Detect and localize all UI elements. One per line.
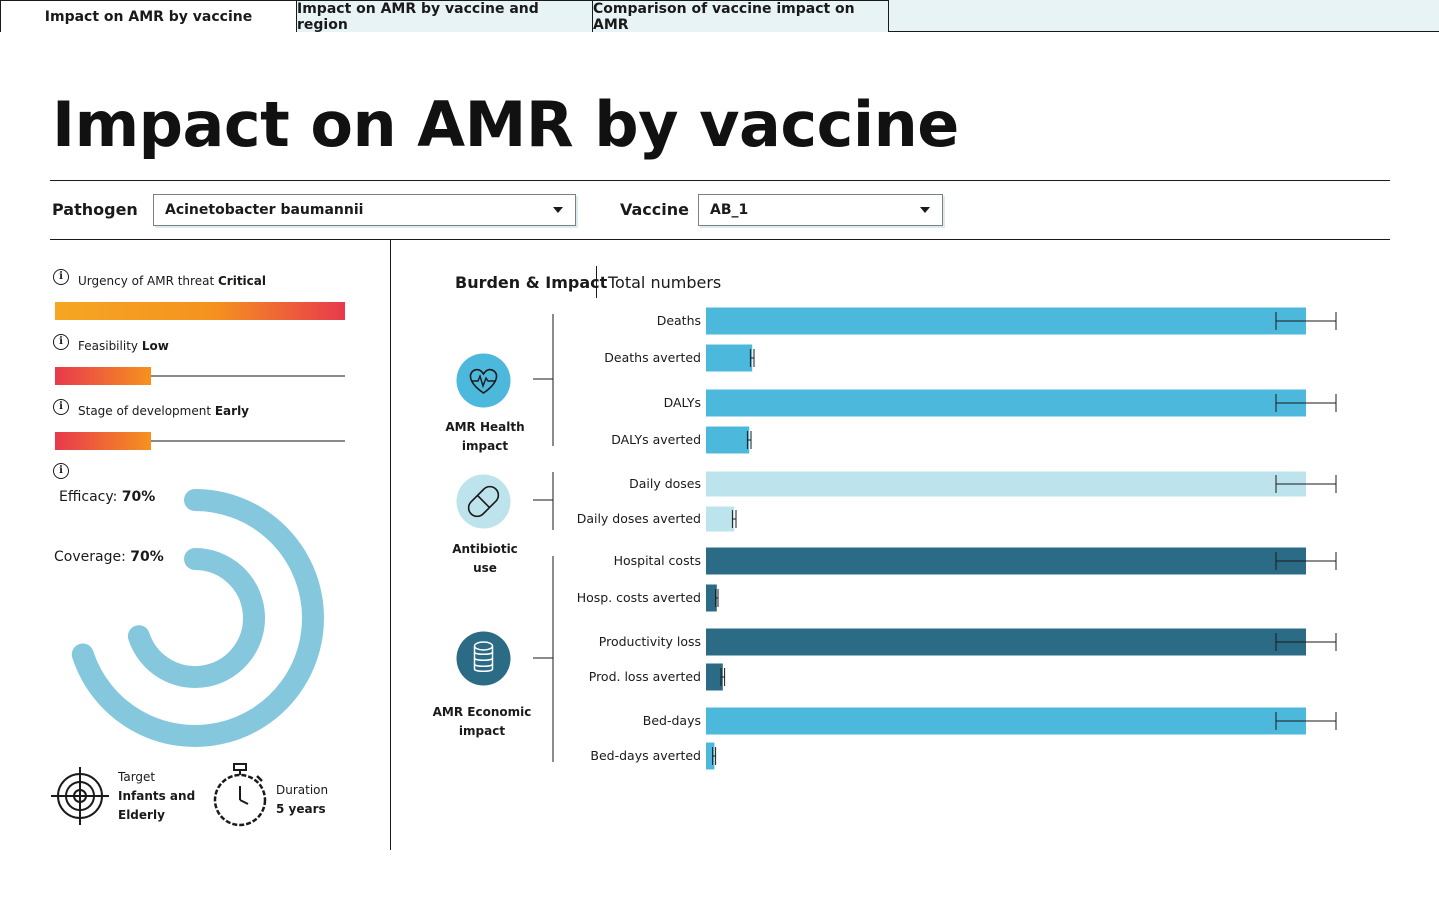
title-divider [50, 180, 1390, 181]
target-info: Target Infants and Elderly [118, 768, 195, 825]
tab-comparison-of-vaccine-impact[interactable]: Comparison of vaccine impact on AMR [592, 0, 889, 33]
heart-pulse-icon [456, 353, 511, 408]
error-bar [1275, 712, 1337, 730]
bar-label: Daily doses [629, 476, 701, 491]
feasibility-value: Low [141, 339, 169, 353]
feasibility-track [55, 375, 345, 377]
category-economic-label: AMR Economic impact [432, 705, 532, 738]
stage-value: Early [214, 404, 250, 418]
duration-value: 5 years [276, 802, 326, 816]
error-bar [1275, 552, 1337, 570]
bar-label: DALYs averted [611, 432, 701, 447]
burden-impact-bar-chart [706, 307, 1337, 770]
vaccine-dropdown[interactable]: AB_1 [698, 194, 943, 226]
heading-separator [596, 266, 597, 298]
efficacy-label: Efficacy: 70% [59, 489, 156, 505]
tab-impact-by-vaccine-and-region[interactable]: Impact on AMR by vaccine and region [296, 0, 593, 33]
error-bar [746, 431, 752, 449]
pill-icon [456, 474, 511, 529]
error-bar [1275, 394, 1337, 412]
error-bar [1275, 633, 1337, 651]
urgency-label: Urgency of AMR threat Critical [78, 274, 266, 288]
total-numbers-heading: Total numbers [608, 273, 722, 292]
error-bar [712, 747, 717, 765]
category-antibiotic-label: Antibiotic use [452, 542, 518, 575]
error-bar [1275, 312, 1337, 330]
info-icon[interactable]: i [53, 334, 69, 350]
duration-info: Duration 5 years [276, 781, 328, 819]
stage-bar [55, 432, 151, 450]
bar-label: Productivity loss [598, 634, 701, 649]
bar-hosp-costs-averted[interactable] [706, 584, 717, 612]
bar-label: Bed-days [642, 713, 701, 728]
bar-label: Hosp. costs averted [576, 590, 701, 605]
group-brackets [533, 314, 554, 762]
urgency-value: Critical [217, 274, 266, 288]
stopwatch-icon [213, 763, 267, 827]
bar-dalys[interactable] [706, 389, 1306, 417]
chevron-down-icon [553, 207, 563, 213]
bar-label: Bed-days averted [590, 748, 701, 763]
bar-prod-loss-averted[interactable] [706, 663, 723, 691]
bar-dalys-averted[interactable] [706, 426, 750, 454]
info-icon[interactable]: i [53, 463, 69, 479]
bar-label: Daily doses averted [576, 511, 701, 526]
bar-bed-days[interactable] [706, 707, 1306, 735]
bar-daily-doses[interactable] [706, 471, 1306, 497]
category-health-label: AMR Health impact [445, 420, 525, 453]
bar-hospital-costs[interactable] [706, 547, 1306, 575]
coverage-ring [127, 548, 265, 688]
pathogen-dropdown-value: Acinetobacter baumannii [165, 202, 364, 218]
filter-divider [50, 239, 1390, 240]
tab-bar: Impact on AMR by vaccine Impact on AMR b… [0, 0, 1439, 33]
error-bar [1275, 475, 1337, 493]
efficacy-value: 70% [121, 489, 156, 505]
page-title: Impact on AMR by vaccine [52, 88, 959, 161]
bar-label: Hospital costs [613, 553, 701, 568]
stage-track [55, 440, 345, 442]
bar-daily-doses-averted[interactable] [706, 506, 735, 532]
error-bar [720, 668, 726, 686]
bar-productivity-loss[interactable] [706, 628, 1306, 656]
error-bar [731, 510, 737, 528]
stage-label: Stage of development Early [78, 404, 250, 418]
vaccine-dropdown-value: AB_1 [710, 202, 749, 218]
bar-deaths[interactable] [706, 307, 1306, 335]
tab-impact-by-vaccine[interactable]: Impact on AMR by vaccine [0, 0, 297, 32]
panel-divider [390, 240, 391, 850]
burden-impact-heading: Burden & Impact [455, 273, 608, 292]
feasibility-bar [55, 367, 151, 385]
info-icon[interactable]: i [53, 399, 69, 415]
chevron-down-icon [920, 207, 930, 213]
bar-label: Deaths averted [604, 350, 701, 365]
bar-deaths-averted[interactable] [706, 344, 753, 372]
duration-label: Duration [276, 783, 329, 797]
coverage-value: 70% [130, 549, 164, 565]
coins-icon [456, 631, 511, 686]
pathogen-dropdown[interactable]: Acinetobacter baumannii [153, 194, 576, 226]
bar-bed-days-averted[interactable] [706, 742, 715, 770]
target-value-line2: Elderly [118, 808, 165, 822]
feasibility-label: Feasibility Low [78, 339, 169, 353]
target-value-line1: Infants and [118, 789, 196, 803]
efficacy-ring [71, 489, 324, 747]
bar-label: Prod. loss averted [588, 669, 701, 684]
efficacy-coverage-rings [71, 489, 324, 747]
target-icon [51, 767, 109, 825]
coverage-label: Coverage: 70% [54, 549, 164, 565]
target-label: Target [118, 770, 156, 784]
info-icon[interactable]: i [53, 269, 69, 285]
bar-label: Deaths [656, 313, 701, 328]
error-bar [749, 349, 755, 367]
pathogen-label: Pathogen [52, 200, 138, 219]
error-bar [715, 589, 719, 607]
vaccine-label: Vaccine [620, 200, 689, 219]
bar-label: DALYs [663, 395, 701, 410]
urgency-bar [55, 302, 345, 320]
